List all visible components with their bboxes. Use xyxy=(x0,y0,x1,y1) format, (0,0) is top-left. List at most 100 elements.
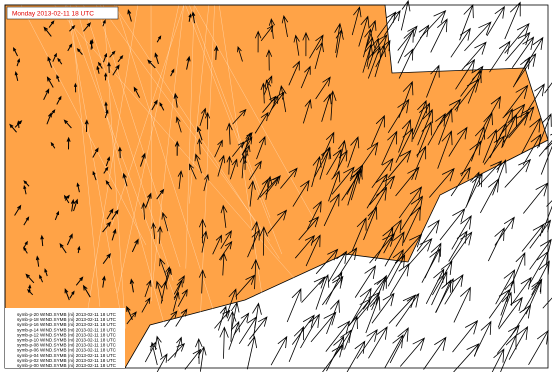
wind-arrow xyxy=(371,292,395,324)
wind-arrow xyxy=(417,108,433,146)
wind-arrow xyxy=(170,68,175,77)
wind-arrow xyxy=(430,18,448,53)
wind-arrow xyxy=(212,234,222,255)
wind-arrow xyxy=(425,268,445,304)
wind-arrow xyxy=(500,334,517,372)
wind-arrow xyxy=(424,242,442,279)
wind-arrow xyxy=(84,119,89,132)
wind-arrow xyxy=(173,275,185,295)
wind-arrow xyxy=(131,238,139,253)
wind-arrow xyxy=(251,258,260,290)
wind-arrow xyxy=(278,85,287,113)
wind-arrow xyxy=(92,147,99,158)
ray xyxy=(113,4,280,259)
wind-arrow xyxy=(25,273,35,284)
wind-arrow xyxy=(52,52,57,62)
wind-arrow xyxy=(111,228,117,241)
wind-arrow xyxy=(334,22,343,54)
wind-arrow xyxy=(280,167,298,189)
wind-arrow xyxy=(96,65,100,74)
ray xyxy=(54,4,326,314)
wind-arrow xyxy=(141,202,147,220)
wind-arrow xyxy=(477,160,503,188)
wind-arrow xyxy=(251,220,260,250)
legend-item: symb-p-08 WIND.SYMB (ni) 2013-02-11 18 U… xyxy=(17,343,117,348)
ray xyxy=(200,4,215,321)
wind-arrow xyxy=(23,180,30,187)
wind-arrow xyxy=(454,78,480,111)
wind-arrow xyxy=(73,198,79,212)
wind-arrow xyxy=(64,288,70,301)
wind-arrow xyxy=(126,305,133,321)
wind-arrow xyxy=(40,234,44,247)
wind-arrow xyxy=(83,22,92,32)
wind-arrow xyxy=(227,310,237,342)
wind-arrow xyxy=(103,52,108,63)
wind-arrow xyxy=(427,112,446,146)
wind-arrow xyxy=(368,326,388,359)
wind-arrow xyxy=(453,286,471,323)
wind-arrow xyxy=(101,275,106,288)
wind-arrow xyxy=(122,172,128,187)
wind-arrow xyxy=(69,25,76,32)
wind-arrow xyxy=(139,152,146,167)
wind-arrow xyxy=(537,113,552,149)
wind-arrow xyxy=(199,107,207,127)
wind-arrow xyxy=(450,27,471,58)
wind-arrow xyxy=(248,180,256,207)
wind-arrow xyxy=(366,173,388,209)
wind-arrow xyxy=(509,304,532,338)
wind-arrow xyxy=(196,125,203,141)
wind-arrow xyxy=(145,192,152,208)
wind-arrow xyxy=(102,19,106,27)
ray xyxy=(111,4,185,226)
wind-arrow xyxy=(151,222,157,240)
wind-arrow xyxy=(395,233,423,264)
wind-arrow xyxy=(487,227,505,262)
wind-arrow xyxy=(203,173,210,192)
wind-arrow xyxy=(331,166,355,195)
wind-arrow xyxy=(310,311,337,343)
ray xyxy=(189,4,271,218)
wind-arrow xyxy=(371,157,394,189)
wind-arrow xyxy=(321,93,332,122)
wind-arrow xyxy=(292,179,310,207)
wind-arrow xyxy=(314,41,324,70)
ray xyxy=(117,4,179,293)
wind-arrow xyxy=(23,246,28,254)
wind-arrow xyxy=(103,166,109,174)
wind-arrow xyxy=(452,320,479,353)
wind-arrow xyxy=(228,320,240,350)
wind-arrow xyxy=(240,131,253,148)
wind-arrow xyxy=(449,231,473,264)
wind-arrow xyxy=(514,53,537,86)
wind-arrow xyxy=(381,130,398,166)
wind-arrow xyxy=(156,353,168,372)
wind-arrow xyxy=(365,296,381,334)
wind-arrow xyxy=(226,122,233,145)
wind-arrow xyxy=(416,121,432,158)
wind-arrow xyxy=(429,167,455,198)
wind-arrow xyxy=(419,9,447,39)
wind-arrow xyxy=(247,229,260,258)
wind-arrow xyxy=(529,238,552,270)
wind-arrow xyxy=(235,274,256,297)
wind-arrow xyxy=(346,164,364,195)
wind-arrow xyxy=(63,119,72,129)
wind-arrow xyxy=(159,102,165,111)
wind-arrow xyxy=(524,36,544,69)
wind-arrow xyxy=(243,144,251,164)
wind-arrow xyxy=(112,64,120,76)
ray xyxy=(70,4,101,307)
wind-arrow xyxy=(237,45,243,62)
ray xyxy=(66,4,123,327)
wind-arrow xyxy=(367,34,388,60)
wind-arrow xyxy=(133,86,141,98)
wind-arrow xyxy=(66,233,73,246)
wind-arrow xyxy=(302,31,310,57)
wind-arrow xyxy=(400,0,411,31)
wind-arrow xyxy=(174,336,183,358)
wind-arrow xyxy=(451,215,472,250)
wind-arrow xyxy=(174,140,180,156)
wind-arrow xyxy=(508,106,535,139)
